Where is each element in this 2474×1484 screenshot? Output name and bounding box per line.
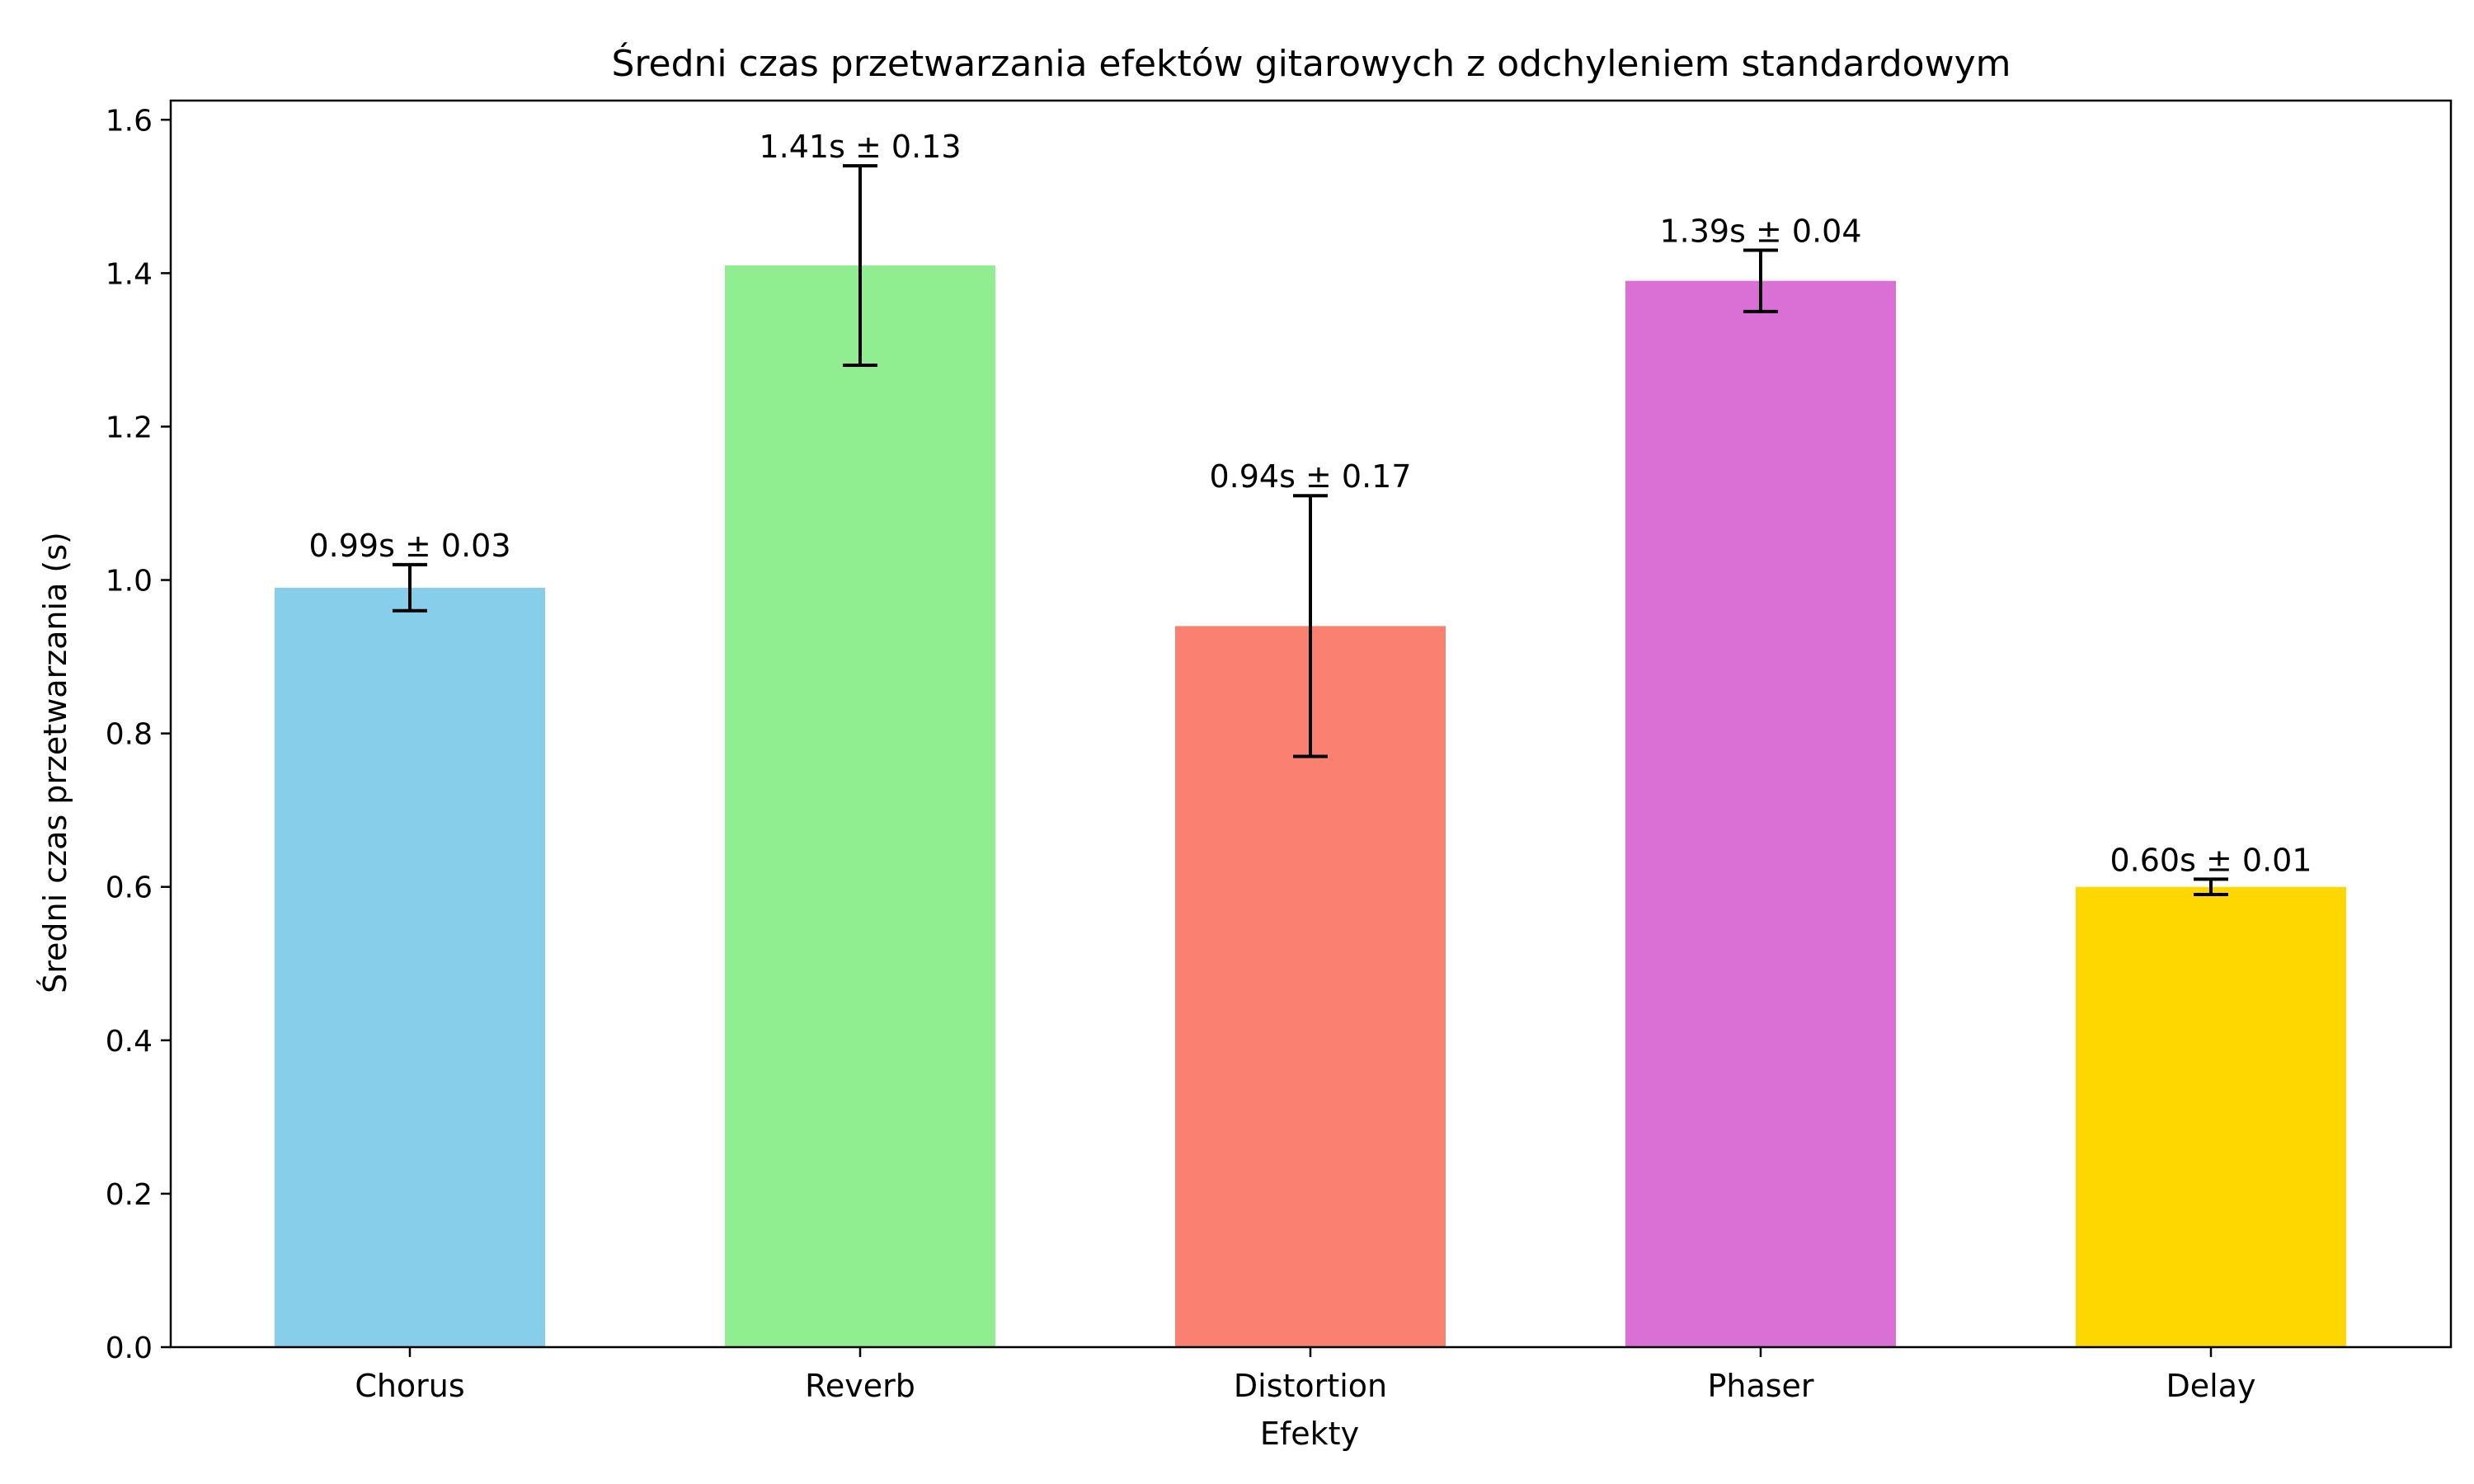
y-tick-label: 0.0	[106, 1331, 153, 1365]
data-label: 1.41s ± 0.13	[759, 129, 961, 165]
y-tick-label: 1.4	[106, 257, 153, 291]
bar-chorus	[275, 587, 545, 1347]
chart-title: Średni czas przetwarzania efektów gitaro…	[611, 41, 2011, 85]
y-tick-label: 0.6	[106, 871, 153, 905]
data-label: 1.39s ± 0.04	[1659, 213, 1861, 249]
data-label: 0.94s ± 0.17	[1209, 458, 1411, 495]
data-label: 0.60s ± 0.01	[2109, 842, 2312, 878]
y-tick-label: 1.6	[106, 104, 153, 138]
y-tick-label: 0.8	[106, 718, 153, 752]
y-axis-label: Średni czas przetwarzania (s)	[37, 532, 73, 993]
x-tick-label: Reverb	[805, 1368, 915, 1404]
x-tick-label: Chorus	[355, 1368, 464, 1404]
y-tick-label: 0.2	[106, 1178, 153, 1212]
bar-delay	[2076, 886, 2346, 1347]
plot-area: 0.99s ± 0.03 1.41s ± 0.13 0.94s ± 0.17 1.39…	[106, 99, 2453, 1404]
bar-phaser	[1625, 280, 1896, 1347]
y-tick-label: 1.0	[106, 565, 153, 599]
y-tick-label: 1.2	[106, 411, 153, 444]
x-tick-label: Phaser	[1707, 1368, 1813, 1404]
data-label: 0.99s ± 0.03	[308, 528, 510, 564]
x-tick-label: Distortion	[1234, 1368, 1387, 1404]
x-tick-label: Delay	[2166, 1368, 2256, 1404]
bar-reverb	[725, 265, 995, 1348]
y-tick-label: 0.4	[106, 1025, 153, 1059]
x-axis-label: Efekty	[1260, 1416, 1359, 1452]
